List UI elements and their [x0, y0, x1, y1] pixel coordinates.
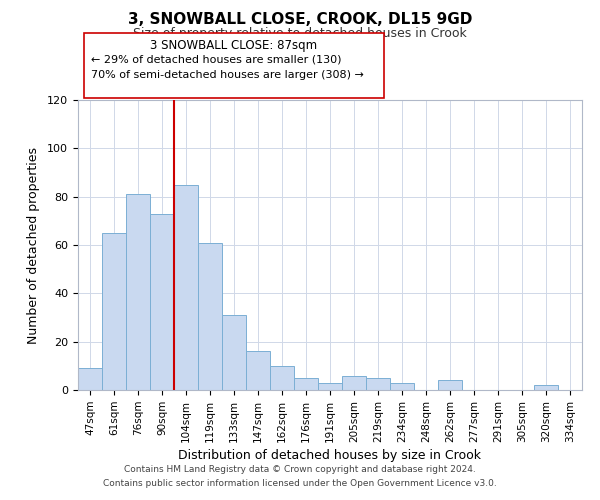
Bar: [366, 378, 390, 390]
Text: Size of property relative to detached houses in Crook: Size of property relative to detached ho…: [133, 28, 467, 40]
Bar: [222, 315, 246, 390]
Y-axis label: Number of detached properties: Number of detached properties: [27, 146, 40, 344]
Text: 3, SNOWBALL CLOSE, CROOK, DL15 9GD: 3, SNOWBALL CLOSE, CROOK, DL15 9GD: [128, 12, 472, 28]
Text: ← 29% of detached houses are smaller (130): ← 29% of detached houses are smaller (13…: [91, 55, 342, 65]
Bar: [438, 380, 462, 390]
Text: 3 SNOWBALL CLOSE: 87sqm: 3 SNOWBALL CLOSE: 87sqm: [151, 38, 317, 52]
Bar: [150, 214, 174, 390]
Bar: [102, 233, 126, 390]
Bar: [126, 194, 150, 390]
Bar: [318, 383, 342, 390]
Bar: [174, 184, 198, 390]
Bar: [198, 242, 222, 390]
Bar: [534, 385, 558, 390]
Text: 70% of semi-detached houses are larger (308) →: 70% of semi-detached houses are larger (…: [91, 70, 364, 80]
Bar: [78, 368, 102, 390]
X-axis label: Distribution of detached houses by size in Crook: Distribution of detached houses by size …: [179, 449, 482, 462]
Bar: [342, 376, 366, 390]
Bar: [294, 378, 318, 390]
Bar: [390, 383, 414, 390]
Bar: [270, 366, 294, 390]
Text: Contains HM Land Registry data © Crown copyright and database right 2024.
Contai: Contains HM Land Registry data © Crown c…: [103, 466, 497, 487]
Bar: [246, 352, 270, 390]
